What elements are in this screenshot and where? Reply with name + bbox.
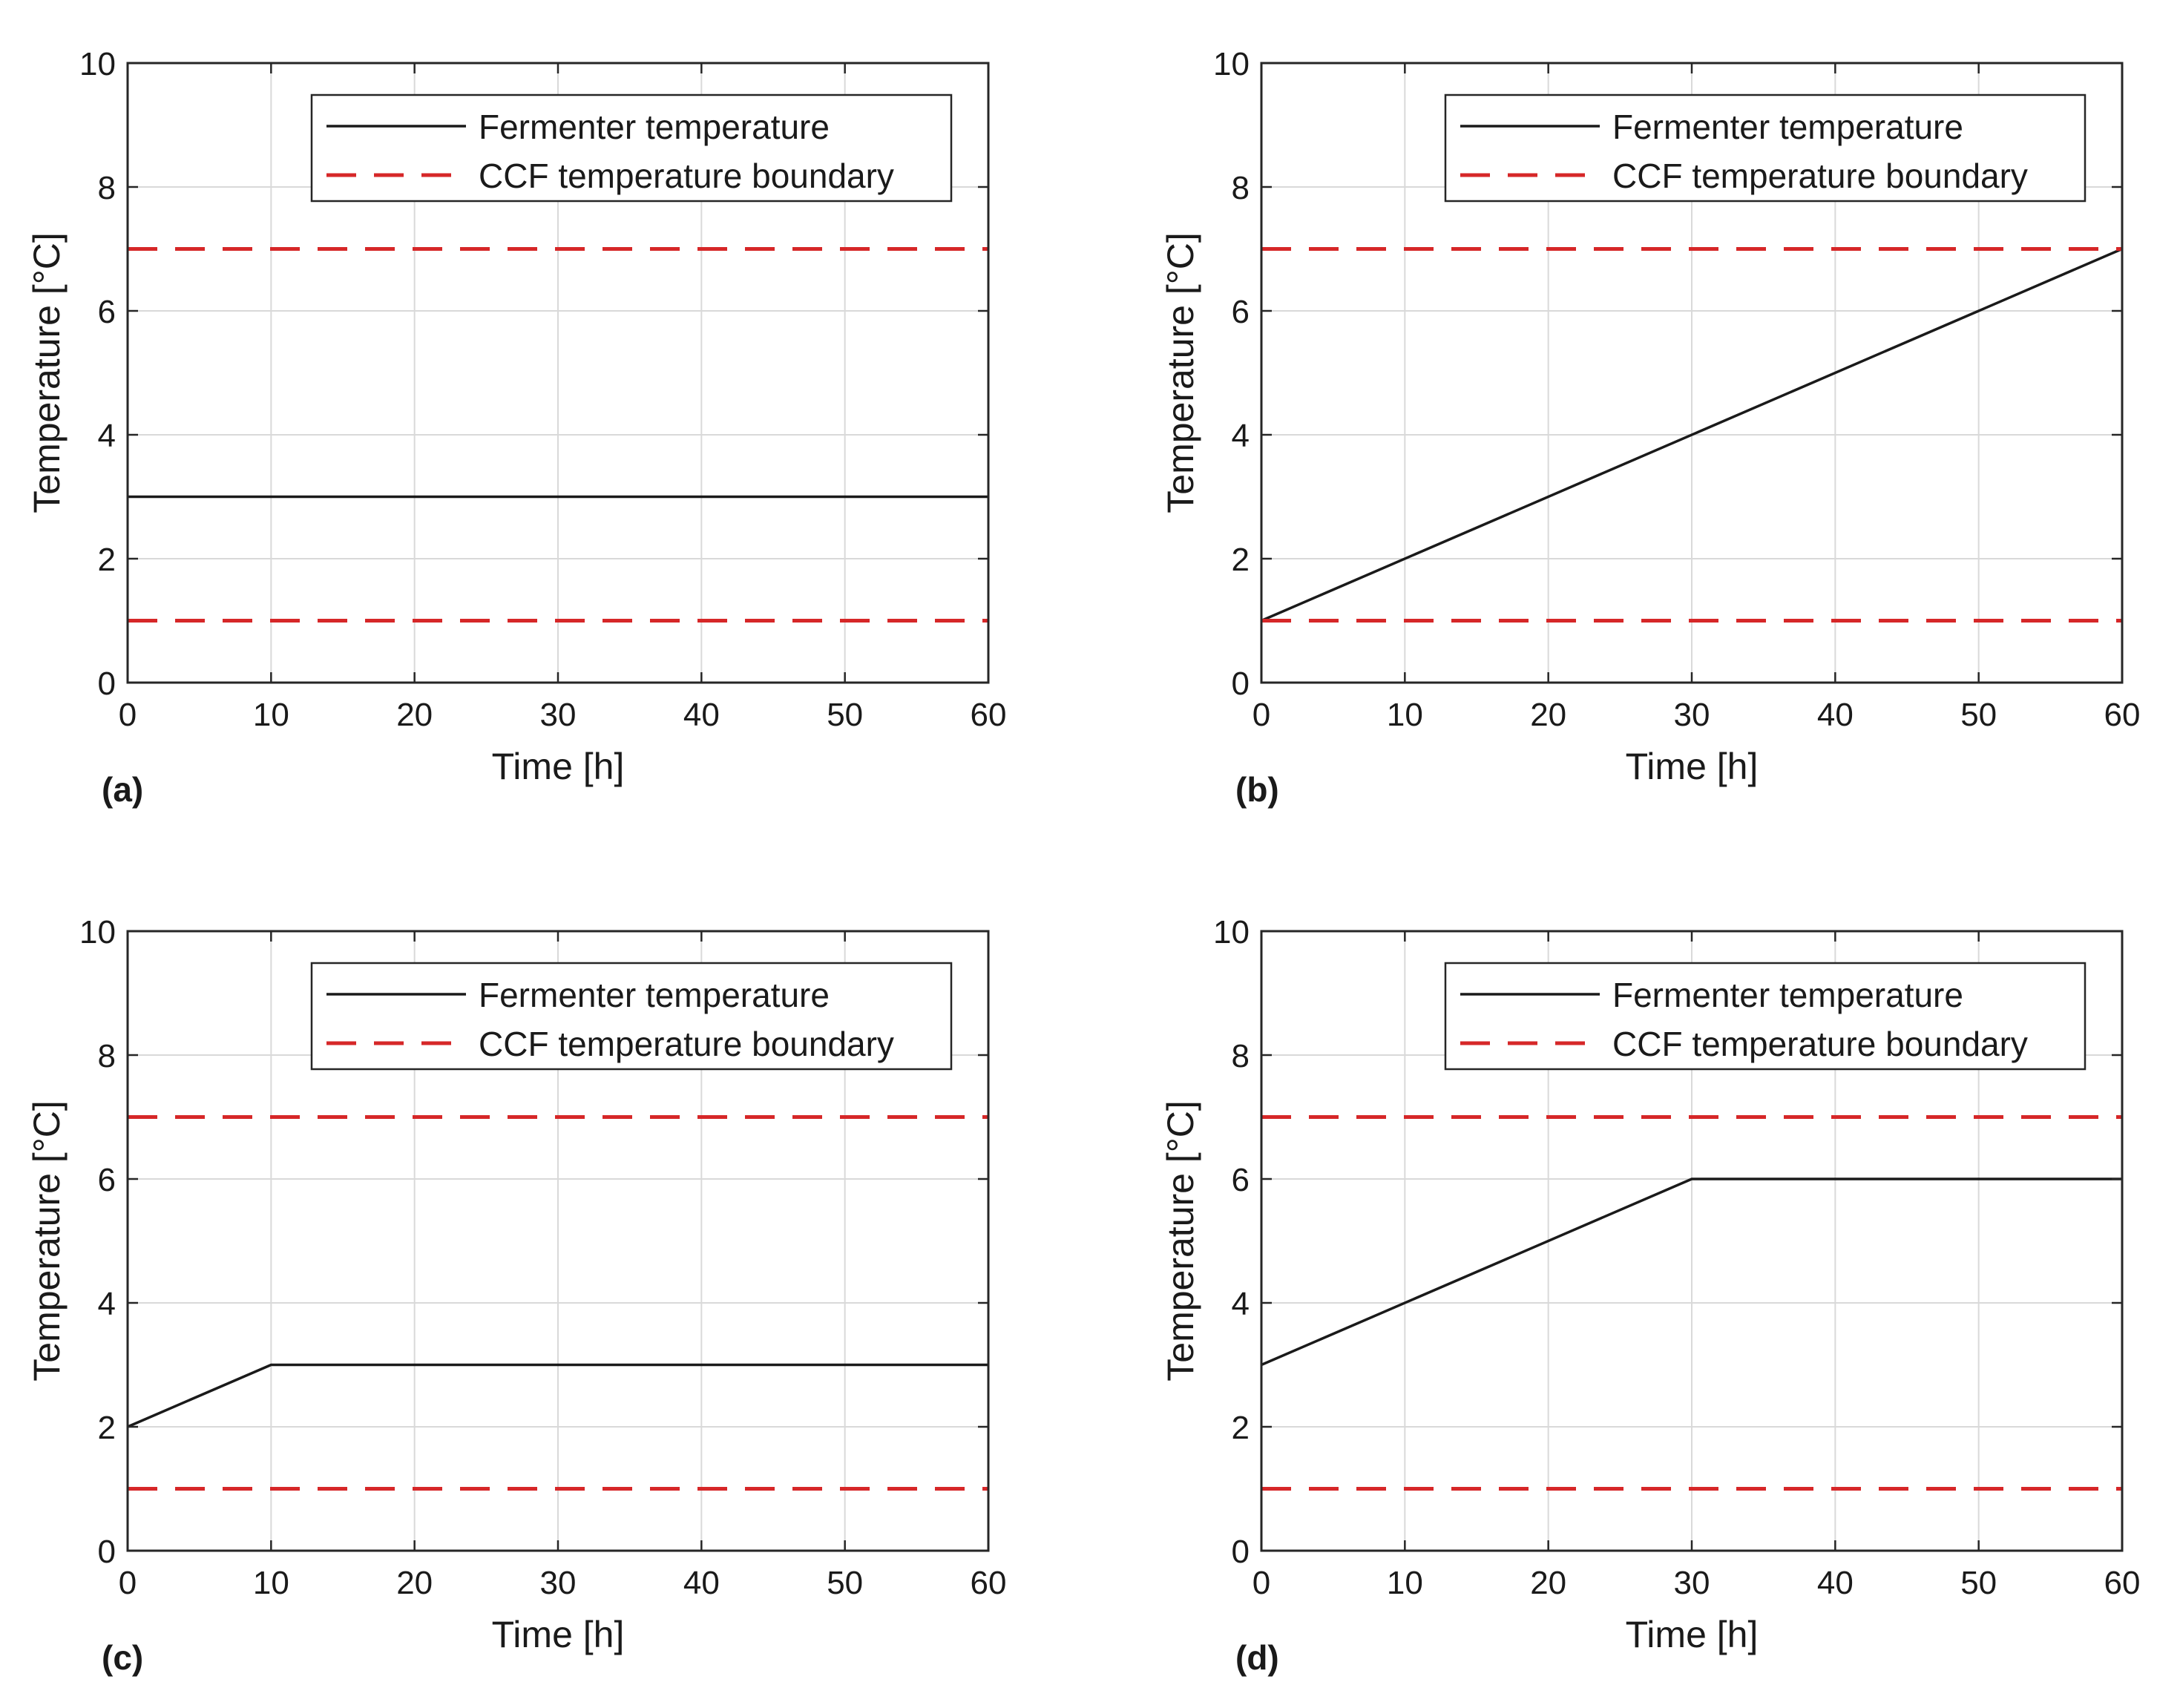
legend-box: [1444, 93, 2087, 203]
x-tick-label: 0: [1252, 697, 1270, 733]
x-tick-label: 50: [1960, 1565, 1997, 1601]
x-axis-label: Time [h]: [1626, 746, 1759, 787]
x-tick-label: 30: [540, 697, 577, 733]
x-tick-label: 0: [1252, 1565, 1270, 1601]
y-tick-label: 2: [1232, 1410, 1250, 1446]
x-tick-label: 20: [1530, 1565, 1566, 1601]
x-tick-label: 20: [396, 1565, 433, 1601]
x-tick-label: 30: [540, 1565, 577, 1601]
chart-panel-d: 0 10 20 30 40 50 60 0 2 4 6 8 10 Time [h] Temperature …: [1160, 914, 2140, 1677]
y-axis-label: Temperature [°C]: [26, 1100, 68, 1381]
y-tick-label: 10: [79, 914, 116, 950]
x-tick-label: 40: [683, 1565, 720, 1601]
y-tick-label: 0: [1232, 1534, 1250, 1570]
panel-label: (d): [1235, 1638, 1279, 1677]
x-axis-label: Time [h]: [492, 746, 625, 787]
chart-panel-a: 0 10 20 30 40 50 60 0 2 4 6 8 10 Time [h] Temperature …: [26, 46, 1006, 809]
y-tick-label: 4: [1232, 1286, 1250, 1322]
legend-label-fermenter: Fermenter temperature: [1612, 976, 1963, 1014]
y-tick-label: 0: [98, 666, 116, 702]
y-tick-label: 4: [98, 418, 116, 454]
legend: Fermenter temperature CCF temperature bou…: [310, 962, 953, 1071]
x-tick-label: 0: [119, 697, 137, 733]
y-tick-label: 8: [98, 1038, 116, 1074]
x-tick-label: 50: [827, 697, 863, 733]
legend: Fermenter temperature CCF temperature bou…: [1444, 93, 2087, 203]
x-tick-label: 30: [1674, 697, 1710, 733]
panel-label: (a): [102, 770, 143, 809]
y-tick-label: 10: [1213, 914, 1250, 950]
legend: Fermenter temperature CCF temperature bou…: [1444, 962, 2087, 1071]
x-tick-label: 0: [119, 1565, 137, 1601]
y-tick-label: 4: [98, 1286, 116, 1322]
x-tick-label: 60: [2104, 697, 2141, 733]
legend-label-fermenter: Fermenter temperature: [479, 976, 830, 1014]
y-tick-label: 6: [1232, 294, 1250, 330]
y-tick-label: 10: [1213, 46, 1250, 82]
x-tick-label: 40: [1817, 697, 1854, 733]
panel-label: (c): [102, 1638, 143, 1677]
y-axis-label: Temperature [°C]: [1160, 232, 1201, 513]
y-tick-label: 4: [1232, 418, 1250, 454]
x-tick-label: 10: [1387, 697, 1423, 733]
legend-label-boundary: CCF temperature boundary: [1612, 157, 2028, 195]
fermenter-temperature-line: [1261, 247, 2123, 623]
chart-panel-b: 0 10 20 30 40 50 60 0 2 4 6 8 10 Time [h] Temperature …: [1160, 46, 2140, 809]
x-tick-label: 40: [683, 697, 720, 733]
y-tick-label: 6: [98, 1162, 116, 1198]
legend-label-fermenter: Fermenter temperature: [479, 108, 830, 146]
chart-panel-c: 0 10 20 30 40 50 60 0 2 4 6 8 10 Time [h] Temperature …: [26, 914, 1006, 1677]
x-tick-label: 60: [971, 697, 1007, 733]
legend-box: [310, 93, 953, 203]
y-axis-label: Temperature [°C]: [26, 232, 68, 513]
x-tick-label: 20: [396, 697, 433, 733]
y-tick-label: 8: [98, 170, 116, 206]
y-tick-label: 2: [1232, 542, 1250, 578]
y-tick-label: 2: [98, 1410, 116, 1446]
legend: Fermenter temperature CCF temperature bou…: [310, 93, 953, 203]
x-tick-label: 20: [1530, 697, 1566, 733]
fermenter-temperature-line: [1261, 1177, 2122, 1367]
y-tick-label: 8: [1232, 1038, 1250, 1074]
y-tick-label: 6: [1232, 1162, 1250, 1198]
panel-label: (b): [1235, 770, 1279, 809]
y-tick-label: 0: [98, 1534, 116, 1570]
y-axis-label: Temperature [°C]: [1160, 1100, 1201, 1381]
x-tick-label: 10: [1387, 1565, 1423, 1601]
x-tick-label: 10: [253, 697, 289, 733]
legend-label-fermenter: Fermenter temperature: [1612, 108, 1963, 146]
legend-box: [310, 962, 953, 1071]
y-tick-label: 6: [98, 294, 116, 330]
legend-label-boundary: CCF temperature boundary: [479, 1025, 894, 1063]
y-tick-label: 0: [1232, 666, 1250, 702]
x-tick-label: 60: [2104, 1565, 2141, 1601]
x-axis-label: Time [h]: [492, 1614, 625, 1655]
y-tick-label: 8: [1232, 170, 1250, 206]
legend-label-boundary: CCF temperature boundary: [479, 157, 894, 195]
x-axis-label: Time [h]: [1626, 1614, 1759, 1655]
fermenter-temperature-line: [127, 1363, 988, 1428]
y-tick-label: 10: [79, 46, 116, 82]
y-tick-label: 2: [98, 542, 116, 578]
x-tick-label: 50: [827, 1565, 863, 1601]
x-tick-label: 10: [253, 1565, 289, 1601]
x-tick-label: 50: [1960, 697, 1997, 733]
x-tick-label: 60: [971, 1565, 1007, 1601]
legend-box: [1444, 962, 2087, 1071]
legend-label-boundary: CCF temperature boundary: [1612, 1025, 2028, 1063]
x-tick-label: 40: [1817, 1565, 1854, 1601]
x-tick-label: 30: [1674, 1565, 1710, 1601]
